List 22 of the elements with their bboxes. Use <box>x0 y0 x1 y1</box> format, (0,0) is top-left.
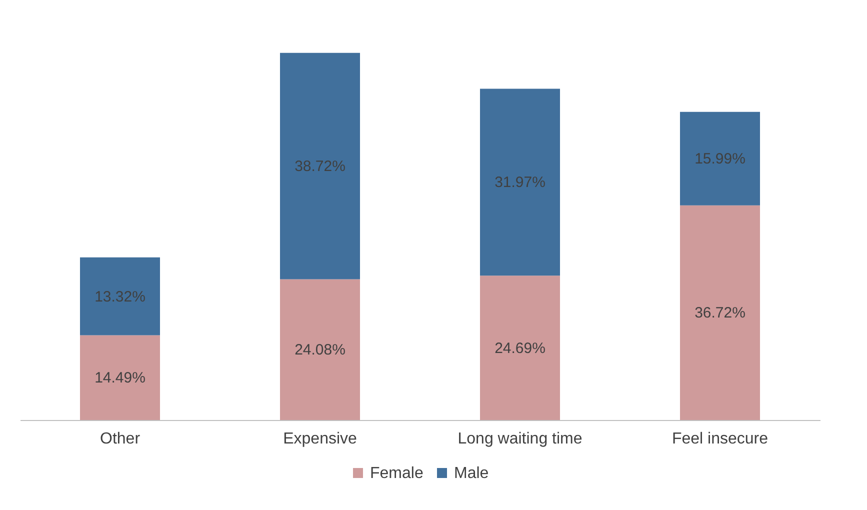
bar <box>280 52 360 280</box>
data-label: 31.97% <box>494 174 546 192</box>
bar <box>480 276 560 420</box>
bar <box>680 112 760 206</box>
bar <box>680 205 760 420</box>
x-tick-label: Expensive <box>283 430 358 448</box>
bar <box>80 335 160 420</box>
data-label: 13.32% <box>94 288 146 306</box>
data-label: 24.69% <box>494 340 546 357</box>
data-label: 14.49% <box>94 370 146 387</box>
x-tick-label: Long waiting time <box>458 430 582 448</box>
bar <box>80 257 160 336</box>
data-label: 36.72% <box>694 304 746 322</box>
x-tick-label: Other <box>100 430 141 448</box>
data-label: 24.08% <box>294 342 346 359</box>
legend-label: Male <box>454 465 489 482</box>
data-label: 15.99% <box>694 150 746 168</box>
bar <box>480 88 560 276</box>
bar <box>280 279 360 420</box>
data-label: 38.72% <box>294 158 346 176</box>
x-tick-label: Feel insecure <box>672 430 768 448</box>
legend-label: Female <box>370 465 424 482</box>
